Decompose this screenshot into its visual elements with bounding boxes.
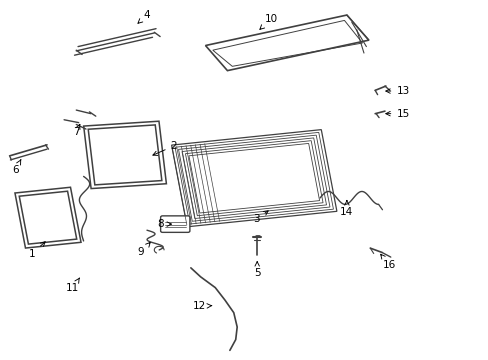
Text: 12: 12 bbox=[193, 301, 211, 311]
FancyBboxPatch shape bbox=[160, 216, 189, 232]
Text: 14: 14 bbox=[340, 201, 353, 217]
Text: 9: 9 bbox=[138, 242, 150, 257]
Text: 2: 2 bbox=[153, 141, 177, 156]
Text: 1: 1 bbox=[29, 242, 45, 258]
Text: 15: 15 bbox=[385, 109, 409, 119]
Text: 6: 6 bbox=[12, 159, 21, 175]
Text: 5: 5 bbox=[253, 262, 260, 278]
Text: 4: 4 bbox=[138, 10, 150, 23]
Text: 16: 16 bbox=[380, 254, 396, 270]
Text: 13: 13 bbox=[385, 86, 409, 96]
Text: 8: 8 bbox=[157, 219, 171, 229]
Text: 10: 10 bbox=[259, 14, 277, 30]
Text: 3: 3 bbox=[253, 211, 267, 224]
Text: 11: 11 bbox=[66, 278, 80, 293]
Text: 7: 7 bbox=[73, 124, 80, 137]
